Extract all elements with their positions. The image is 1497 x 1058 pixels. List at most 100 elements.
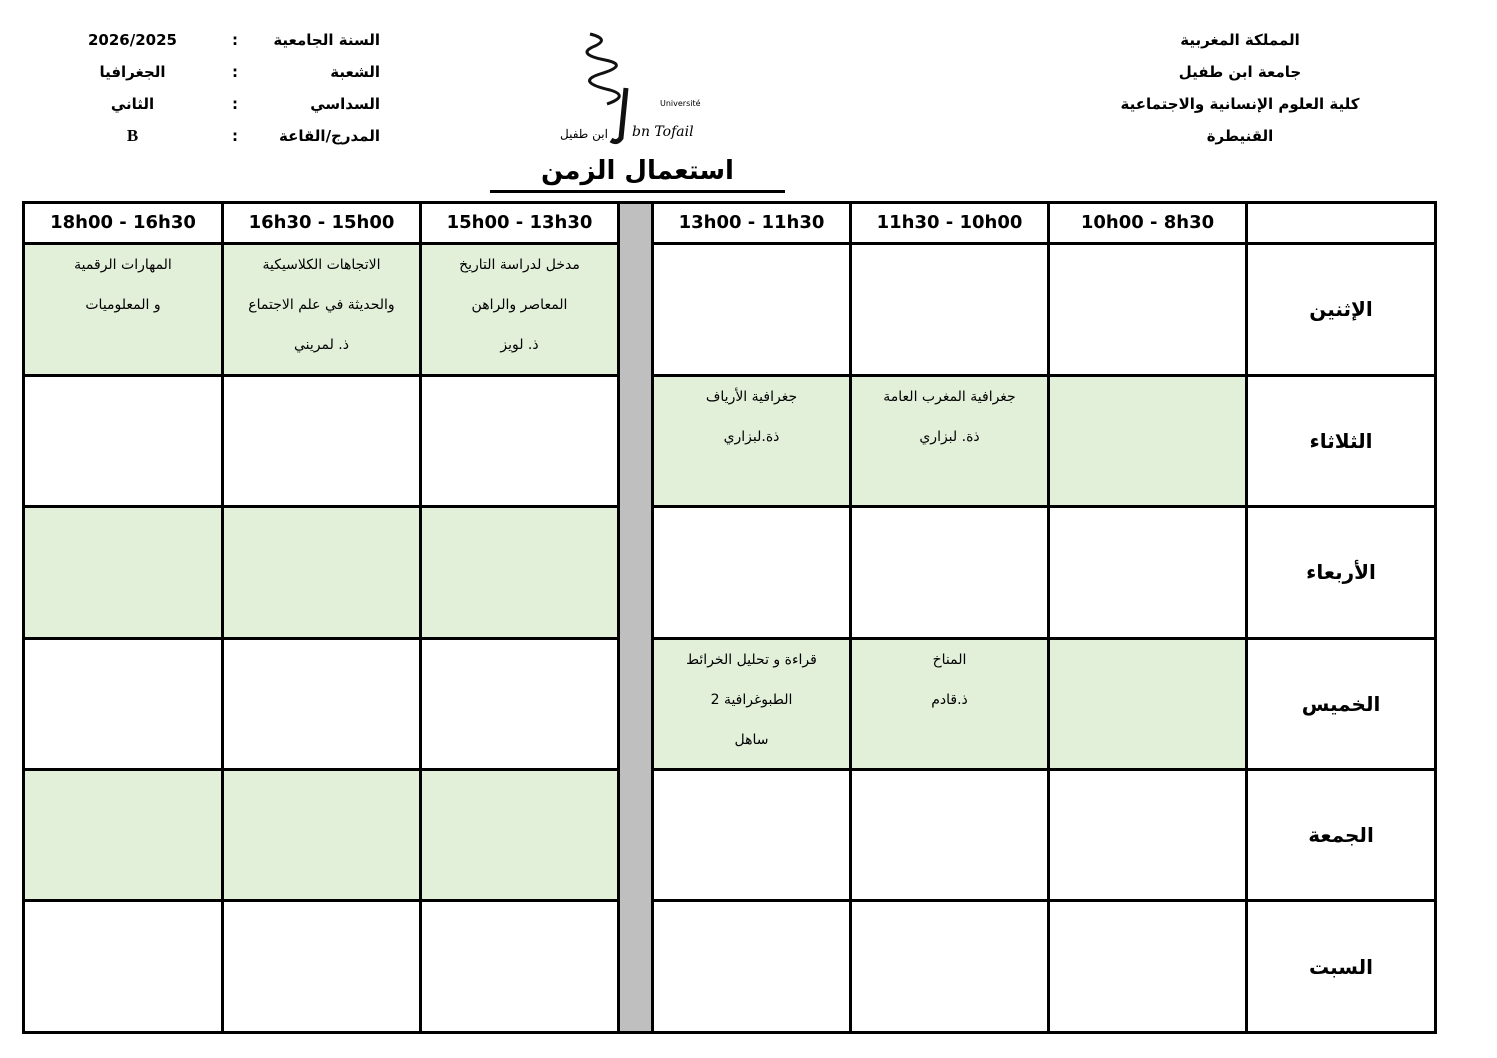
session-cell	[419, 636, 620, 772]
time-slot-header: 10h00 - 8h30	[1047, 200, 1248, 246]
university-logo: ابن طفيل bn Tofail Université	[560, 32, 701, 145]
session-cell	[221, 505, 422, 640]
session-cell: الاتجاهات الكلاسيكية والحديثة في علم الاج…	[221, 242, 422, 377]
info-row-hall: المدرج/القاعة: B	[40, 120, 380, 152]
institution-header: المملكة المغربية جامعة ابن طفيل كلية الع…	[1080, 24, 1400, 152]
session-text: ذ. لمريني	[293, 337, 349, 354]
session-text: مدخل لدراسة التاريخ	[459, 257, 580, 274]
info-row-semester: السداسي: الثاني	[40, 88, 380, 120]
session-cell	[1047, 636, 1248, 772]
city-name: القنيطرة	[1206, 127, 1274, 145]
svg-text:Université: Université	[660, 98, 701, 108]
faculty-name: كلية العلوم الإنسانية والاجتماعية	[1120, 95, 1360, 113]
schedule-info: السنة الجامعية: 2026/2025 الشعبة: الجغرافي…	[40, 24, 380, 152]
session-cell	[221, 636, 422, 772]
session-cell	[419, 899, 620, 1034]
header-row: 10h00 - 8h30 11h30 - 10h00 13h00 - 11h30 15…	[22, 200, 1437, 1034]
day-row: الجمعة	[22, 768, 1437, 903]
session-cell	[849, 242, 1050, 377]
session-cell	[849, 768, 1050, 903]
day-label: السبت	[1245, 899, 1437, 1034]
time-slot-header: 11h30 - 10h00	[849, 200, 1050, 246]
session-cell: جغرافية الأرياف ذة.لبزاري	[651, 373, 852, 509]
session-cell	[221, 768, 422, 903]
day-row: السبت	[22, 899, 1437, 1034]
time-slot-header: 16h30 - 15h00	[221, 200, 422, 246]
session-text: ذة.لبزاري	[723, 428, 780, 445]
info-label: الشعبة	[330, 63, 380, 81]
session-cell	[651, 505, 852, 640]
session-text: قراءة و تحليل الخرائط	[686, 651, 817, 668]
session-text: و المعلوميات	[85, 297, 161, 314]
session-cell	[221, 373, 422, 509]
session-text: ساهل	[734, 731, 769, 748]
day-label: الجمعة	[1245, 768, 1437, 903]
session-cell: مدخل لدراسة التاريخ المعاصر والراهن ذ. لوي…	[419, 242, 620, 377]
info-label: السداسي	[310, 95, 380, 113]
session-text: المعاصر والراهن	[471, 297, 568, 314]
info-label: السنة الجامعية	[273, 31, 380, 49]
session-cell: جغرافية المغرب العامة ذة. لبزاري	[849, 373, 1050, 509]
session-cell	[1047, 242, 1248, 377]
session-cell	[651, 899, 852, 1034]
break-separator	[617, 201, 654, 1034]
info-value: 2026/2025	[88, 31, 177, 49]
session-text: ذ.قادم	[931, 691, 968, 708]
day-row: الإثنين مدخل لدراسة التاريخ المعاصر والراه…	[22, 242, 1437, 377]
session-text: الطبوغرافية 2	[710, 691, 793, 708]
session-text: والحديثة في علم الاجتماع	[248, 297, 395, 314]
session-text: جغرافية الأرياف	[705, 388, 798, 405]
svg-text:ابن طفيل: ابن طفيل	[560, 127, 608, 141]
session-cell	[849, 899, 1050, 1034]
kingdom-name: المملكة المغربية	[1180, 31, 1300, 49]
session-cell: المهارات الرقمية و المعلوميات	[22, 242, 224, 377]
day-row: الثلاثاء جغرافية المغرب العامة ذة. لبزاري ج…	[22, 373, 1437, 509]
day-row: الخميس المناخ ذ.قادم قراءة و تحليل الخرائط ا…	[22, 636, 1437, 772]
info-row-branch: الشعبة: الجغرافيا	[40, 56, 380, 88]
colon: :	[232, 127, 238, 145]
info-value: B	[126, 126, 139, 145]
session-cell	[22, 636, 224, 772]
colon: :	[232, 95, 238, 113]
day-label: الأربعاء	[1245, 505, 1437, 640]
colon: :	[232, 63, 238, 81]
session-cell	[651, 242, 852, 377]
time-slot-header: 18h00 - 16h30	[22, 200, 224, 246]
day-label: الإثنين	[1245, 242, 1437, 377]
session-cell	[419, 373, 620, 509]
session-cell: قراءة و تحليل الخرائط الطبوغرافية 2 ساهل	[651, 636, 852, 772]
info-value: الجغرافيا	[99, 63, 166, 81]
session-text: الاتجاهات الكلاسيكية	[262, 257, 381, 274]
time-slot-header: 15h00 - 13h30	[419, 200, 620, 246]
session-cell	[22, 899, 224, 1034]
session-cell	[651, 768, 852, 903]
session-cell	[849, 505, 1050, 640]
page-title: استعمال الزمن	[490, 152, 785, 193]
session-cell	[221, 899, 422, 1034]
timetable: 10h00 - 8h30 11h30 - 10h00 13h00 - 11h30 15…	[22, 200, 1437, 1034]
colon: :	[232, 31, 238, 49]
session-cell	[22, 505, 224, 640]
day-row: الأربعاء	[22, 505, 1437, 640]
university-name: جامعة ابن طفيل	[1178, 63, 1302, 81]
session-text: المهارات الرقمية	[74, 257, 172, 274]
info-row-year: السنة الجامعية: 2026/2025	[40, 24, 380, 56]
session-cell	[22, 768, 224, 903]
session-text: ذ. لويز	[500, 337, 539, 354]
session-cell	[419, 768, 620, 903]
day-label: الثلاثاء	[1245, 373, 1437, 509]
session-text: جغرافية المغرب العامة	[883, 388, 1016, 405]
svg-text:bn Tofail: bn Tofail	[632, 124, 694, 140]
info-label: المدرج/القاعة	[279, 127, 380, 145]
session-cell	[1047, 768, 1248, 903]
time-slot-header: 13h00 - 11h30	[651, 200, 852, 246]
session-cell	[1047, 505, 1248, 640]
session-text: ذة. لبزاري	[919, 428, 980, 445]
session-cell	[22, 373, 224, 509]
session-text: المناخ	[932, 651, 967, 668]
session-cell	[419, 505, 620, 640]
corner-cell	[1245, 200, 1437, 246]
day-label: الخميس	[1245, 636, 1437, 772]
session-cell	[1047, 899, 1248, 1034]
info-value: الثاني	[110, 95, 155, 113]
